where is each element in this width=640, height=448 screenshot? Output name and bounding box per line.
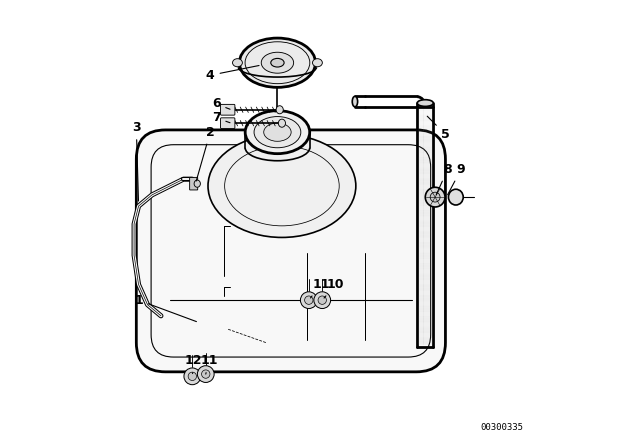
- Ellipse shape: [184, 368, 201, 385]
- Ellipse shape: [276, 106, 284, 114]
- FancyBboxPatch shape: [136, 130, 445, 372]
- Text: 00300335: 00300335: [480, 423, 523, 432]
- FancyBboxPatch shape: [221, 118, 235, 129]
- FancyBboxPatch shape: [221, 104, 235, 115]
- Ellipse shape: [197, 366, 214, 383]
- Ellipse shape: [305, 296, 313, 304]
- Text: 6: 6: [212, 97, 230, 111]
- Text: 3: 3: [132, 121, 141, 201]
- Ellipse shape: [208, 134, 356, 237]
- Ellipse shape: [312, 59, 323, 67]
- Text: 10: 10: [324, 278, 344, 298]
- Ellipse shape: [425, 187, 445, 207]
- Ellipse shape: [239, 38, 316, 87]
- Text: 5: 5: [428, 116, 450, 141]
- Ellipse shape: [314, 292, 331, 309]
- Ellipse shape: [245, 111, 310, 154]
- Ellipse shape: [318, 296, 326, 304]
- Text: 11: 11: [200, 354, 218, 374]
- Ellipse shape: [300, 292, 317, 309]
- FancyBboxPatch shape: [189, 177, 198, 190]
- Text: 8: 8: [436, 163, 452, 194]
- Text: 4: 4: [206, 65, 259, 82]
- Text: 1: 1: [134, 293, 196, 322]
- Text: 12: 12: [185, 354, 202, 374]
- Ellipse shape: [271, 58, 284, 67]
- Ellipse shape: [417, 99, 433, 107]
- Ellipse shape: [261, 52, 294, 73]
- Ellipse shape: [254, 116, 301, 148]
- Ellipse shape: [194, 180, 200, 187]
- Text: 7: 7: [212, 111, 230, 125]
- Ellipse shape: [278, 119, 285, 127]
- Ellipse shape: [202, 370, 210, 378]
- Ellipse shape: [352, 96, 358, 107]
- Text: 11: 11: [310, 278, 330, 298]
- Ellipse shape: [232, 59, 243, 67]
- Text: 2: 2: [196, 125, 214, 181]
- Text: 9: 9: [447, 163, 465, 195]
- Ellipse shape: [264, 123, 291, 141]
- Ellipse shape: [430, 192, 440, 202]
- Ellipse shape: [188, 372, 196, 380]
- Ellipse shape: [449, 189, 463, 205]
